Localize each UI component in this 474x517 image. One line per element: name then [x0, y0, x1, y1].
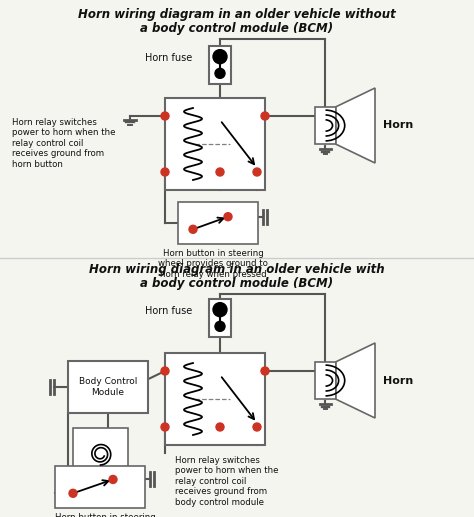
Circle shape — [189, 225, 197, 233]
Circle shape — [261, 367, 269, 375]
Bar — [315, 362, 336, 399]
Circle shape — [215, 68, 225, 79]
Text: Horn: Horn — [383, 375, 413, 386]
Circle shape — [161, 112, 169, 120]
Circle shape — [224, 212, 232, 221]
Circle shape — [253, 423, 261, 431]
Circle shape — [161, 367, 169, 375]
Bar — [209, 46, 231, 84]
Text: Horn wiring diagram in an older vehicle without: Horn wiring diagram in an older vehicle … — [78, 8, 396, 21]
Text: a body control module (BCM): a body control module (BCM) — [140, 22, 334, 35]
Bar — [68, 361, 148, 413]
Text: Horn button in steering
wheel provides ground to
body control module
when presse: Horn button in steering wheel provides g… — [55, 513, 165, 517]
Text: Horn fuse: Horn fuse — [145, 306, 192, 316]
Circle shape — [213, 50, 227, 64]
Bar — [209, 299, 231, 337]
Text: Horn relay switches
power to horn when the
relay control coil
receives ground fr: Horn relay switches power to horn when t… — [175, 456, 279, 507]
Text: Horn relay switches
power to horn when the
relay control coil
receives ground fr: Horn relay switches power to horn when t… — [12, 118, 116, 169]
Bar — [315, 107, 336, 144]
Bar — [73, 428, 128, 480]
Polygon shape — [336, 88, 375, 163]
Circle shape — [213, 302, 227, 316]
Circle shape — [253, 168, 261, 176]
Circle shape — [69, 489, 77, 497]
Text: Horn wiring diagram in an older vehicle with: Horn wiring diagram in an older vehicle … — [89, 263, 385, 276]
Text: a body control module (BCM): a body control module (BCM) — [140, 277, 334, 290]
Text: Horn button in steering
wheel provides ground to
horn relay when pressed: Horn button in steering wheel provides g… — [158, 249, 268, 279]
Circle shape — [215, 322, 225, 331]
Bar — [55, 466, 145, 508]
Bar — [178, 202, 258, 244]
Text: Body Control
Module: Body Control Module — [79, 377, 137, 397]
Bar — [165, 98, 265, 190]
Text: Horn fuse: Horn fuse — [145, 53, 192, 63]
Circle shape — [261, 112, 269, 120]
Circle shape — [216, 168, 224, 176]
Circle shape — [216, 423, 224, 431]
Text: Horn: Horn — [383, 120, 413, 130]
Circle shape — [109, 476, 117, 483]
Polygon shape — [336, 343, 375, 418]
Circle shape — [161, 423, 169, 431]
Circle shape — [161, 168, 169, 176]
Bar — [165, 353, 265, 445]
